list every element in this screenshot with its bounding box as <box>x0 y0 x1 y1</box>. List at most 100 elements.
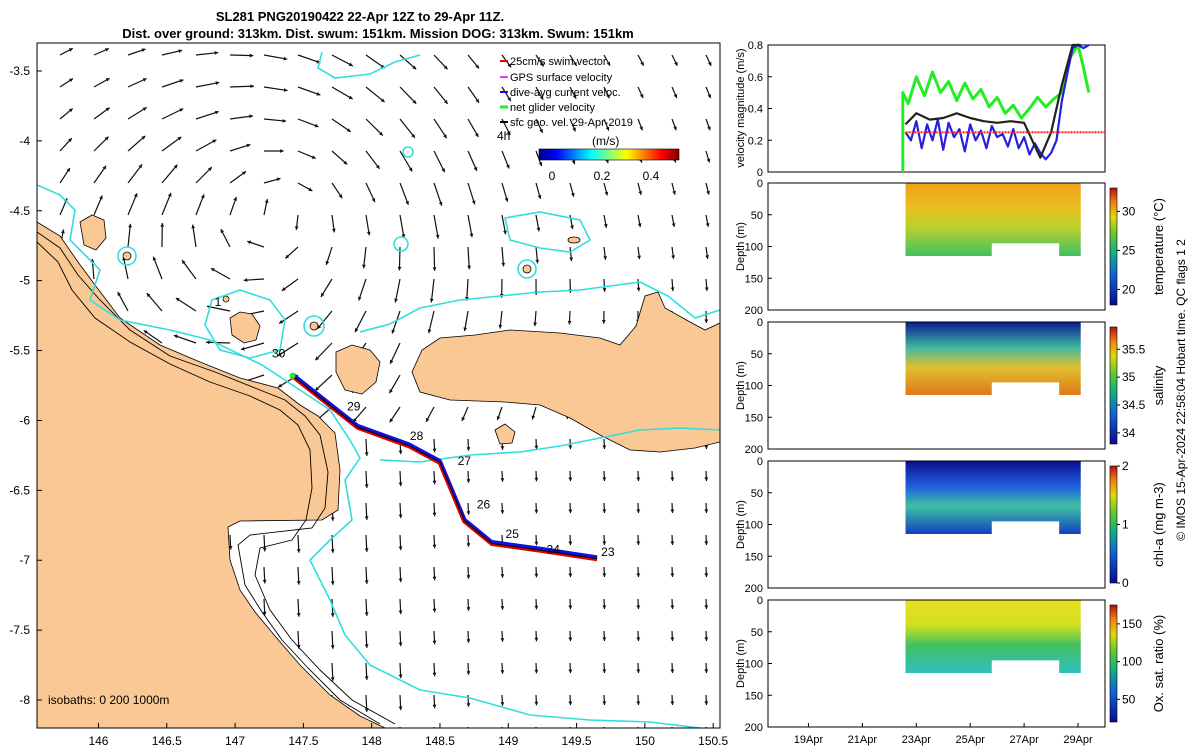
vector-arrow-head <box>191 224 196 229</box>
vector-arrow-head <box>637 223 642 228</box>
section-ytick-label: 150 <box>745 551 763 563</box>
vector-arrow-head <box>443 99 448 104</box>
vector-arrow <box>277 342 299 357</box>
section-ytick-label: 0 <box>757 456 763 468</box>
section-ytick-label: 200 <box>745 444 763 456</box>
land-small-island-1 <box>122 251 132 261</box>
vector-arrow-head <box>674 61 678 66</box>
map-xtick-label: 146.5 <box>152 734 182 748</box>
vector-arrow-head <box>534 541 539 546</box>
day-annotation: 27 <box>458 454 472 468</box>
vector-arrow-head <box>432 576 437 581</box>
vector-arrow-head <box>200 194 205 199</box>
section-ytick-label: 50 <box>751 627 763 639</box>
vector-arrow-head <box>398 450 403 455</box>
map-ytick-label: -4.5 <box>9 204 30 218</box>
isobath-cyan-ring-6 <box>517 259 537 279</box>
vector-arrow-head <box>354 328 359 333</box>
vector-arrow-head <box>280 149 284 153</box>
vector-arrow-head <box>570 225 574 230</box>
vector-arrow-head <box>573 61 577 66</box>
isobath-cyan-north <box>317 51 421 79</box>
map-ytick-label: -5.5 <box>9 344 30 358</box>
colorbar-tick-label: 2 <box>1122 459 1129 473</box>
map-ytick-label: -6 <box>19 413 30 427</box>
legend-sfc: sfc geo. vel. 29-Apr-2019 <box>510 117 633 129</box>
vector-arrow-head <box>705 255 710 259</box>
colorbar-tick-label: 100 <box>1122 655 1142 669</box>
legend-swim-vector: 25cm/s swim vector <box>510 56 607 68</box>
vector-arrow-head <box>69 78 74 83</box>
vector-arrow-head <box>704 637 709 641</box>
vector-arrow-head <box>179 79 184 83</box>
vector-arrow <box>195 139 217 152</box>
vector-arrow <box>195 81 220 88</box>
vector-arrow-head <box>296 581 301 585</box>
isobath-cyan-ring-5 <box>393 236 409 252</box>
vector-arrow <box>399 150 413 172</box>
vector-arrow-head <box>364 452 369 456</box>
map-colorbar <box>538 148 680 161</box>
vector-arrow <box>210 267 231 280</box>
section-colorbar-label: chl-a (mg m-3) <box>1151 482 1166 567</box>
map-colorbar-label: (m/s) <box>592 134 619 148</box>
vector-arrow <box>433 246 436 271</box>
vector-arrow-head <box>412 99 417 104</box>
vector-arrow <box>314 374 333 392</box>
vector-arrow-head <box>389 389 393 394</box>
isobath-cyan-island-ring <box>204 289 286 359</box>
vector-arrow <box>394 278 401 303</box>
vector-arrow <box>229 115 254 120</box>
section-xtick-label: 29Apr <box>1063 734 1093 746</box>
velocity-ytick-label: 0.6 <box>748 72 763 84</box>
vector-arrow-head <box>569 257 574 262</box>
isobath-cyan-ring-2 <box>504 211 592 253</box>
section-data-field <box>905 322 1081 396</box>
glider-track <box>289 372 598 562</box>
section-ytick-label: 150 <box>745 412 763 424</box>
map-colorbar-tick-0: 0 <box>549 169 556 183</box>
vector-arrow-head <box>371 198 376 203</box>
vector-arrow-head <box>636 477 641 481</box>
section-data-field <box>905 461 1081 535</box>
track-end-marker <box>289 372 296 379</box>
vector-arrow-head <box>262 611 267 616</box>
vector-arrow-head <box>250 84 254 89</box>
vector-arrow-head <box>331 228 336 233</box>
time-label: 4h <box>497 129 510 143</box>
legend-dive-avg: dive-avg current veloc. <box>510 87 621 99</box>
vector-arrow-head <box>507 63 512 68</box>
vector-arrow-head <box>602 288 607 292</box>
vector-arrow-head <box>432 704 437 709</box>
section-colorbar-label: Ox. sat. ratio (%) <box>1151 615 1166 713</box>
vector-arrow-head <box>602 669 607 674</box>
vector-arrow-head <box>240 346 245 351</box>
vector-arrow-head <box>602 477 607 482</box>
vector-arrow-head <box>638 191 643 195</box>
colorbar-tick-label: 25 <box>1122 243 1136 257</box>
vector-arrow-head <box>463 327 468 332</box>
section-ylabel: Depth (m) <box>735 500 747 549</box>
map-ytick-label: -7 <box>19 553 30 567</box>
vector-arrow <box>195 726 197 728</box>
vector-arrow-head <box>704 701 709 705</box>
vector-arrow-head <box>568 509 573 514</box>
vector-arrow-head <box>432 544 437 549</box>
vector-arrow-head <box>670 605 675 609</box>
map-ytick-label: -7.5 <box>9 623 30 637</box>
velocity-ytick-label: 0.2 <box>748 135 763 147</box>
colorbar-tick-label: 20 <box>1122 282 1136 296</box>
map-ytick-label: -6.5 <box>9 483 30 497</box>
section-data-field <box>905 183 1081 257</box>
section-colorbar-label: temperature (°C) <box>1151 198 1166 295</box>
vector-arrow-head <box>471 200 476 205</box>
vector-arrow <box>127 163 143 184</box>
isobath-cyan-east <box>359 281 720 333</box>
vector-arrow <box>240 342 265 351</box>
vector-arrow-head <box>243 278 248 282</box>
vector-arrow-head <box>294 226 299 230</box>
section-colorbar <box>1109 187 1118 306</box>
vector-arrow-head <box>670 573 675 577</box>
vector-arrow <box>127 135 146 152</box>
